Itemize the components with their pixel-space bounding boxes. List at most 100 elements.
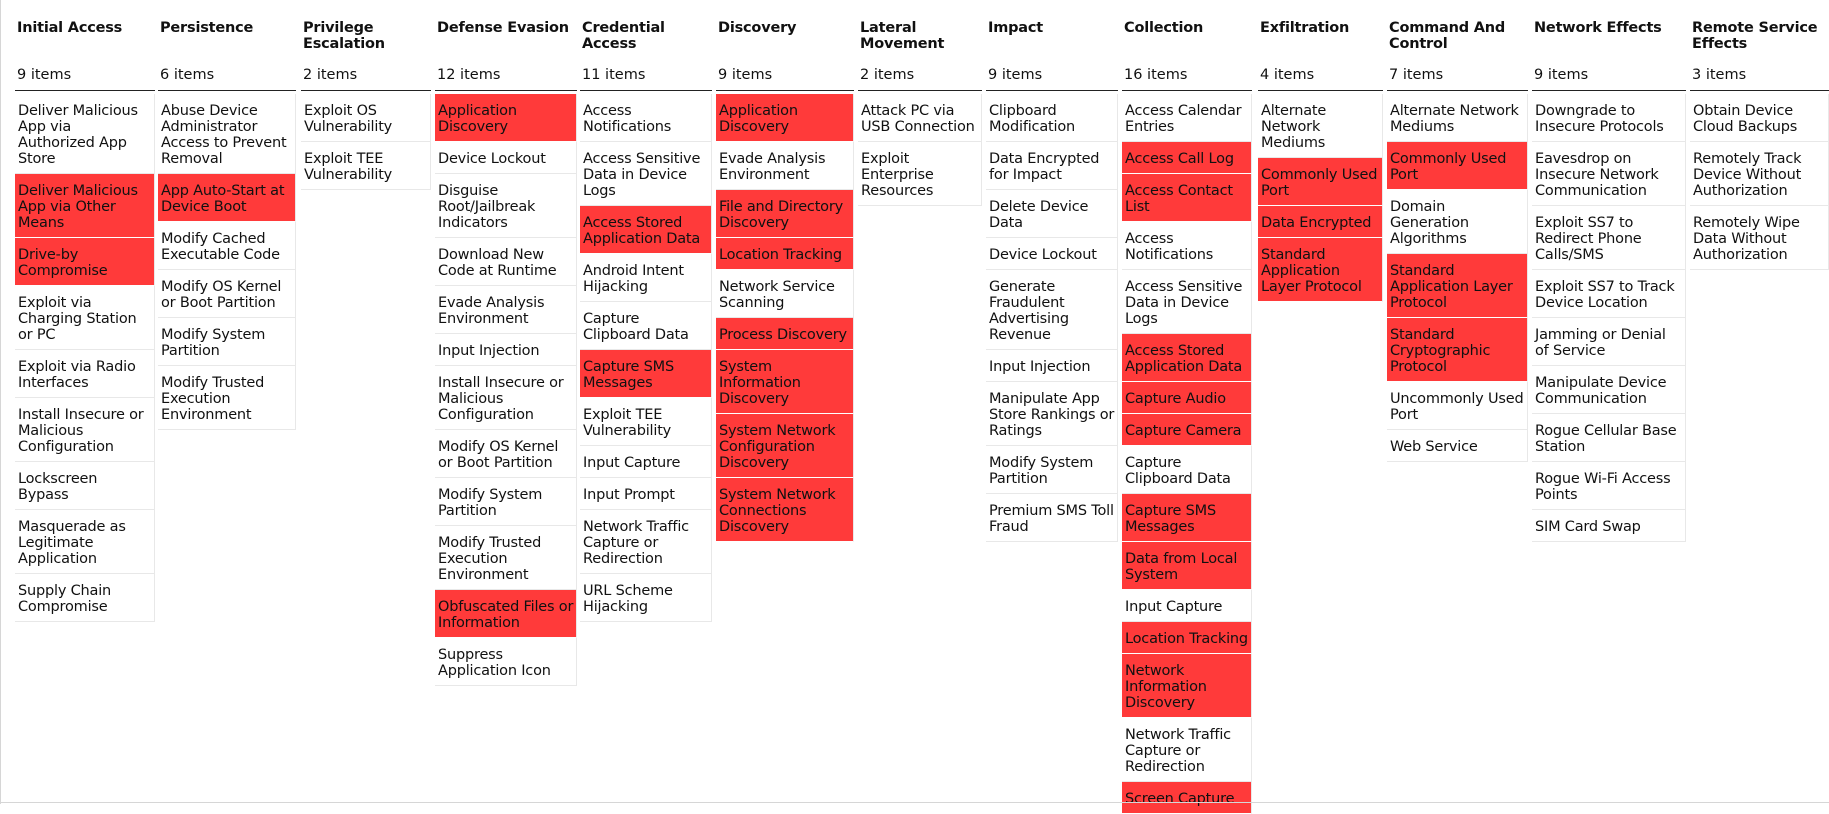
technique-cell[interactable]: Jamming or Denial of Service (1532, 318, 1686, 366)
technique-cell[interactable]: URL Scheme Hijacking (580, 574, 712, 622)
technique-cell-highlighted[interactable]: Access Stored Application Data (1122, 334, 1252, 382)
technique-cell[interactable]: Obtain Device Cloud Backups (1690, 94, 1829, 142)
technique-cell[interactable]: Capture Clipboard Data (1122, 446, 1252, 494)
technique-cell[interactable]: Network Traffic Capture or Redirection (580, 510, 712, 574)
technique-cell[interactable]: Modify Cached Executable Code (158, 222, 296, 270)
technique-cell[interactable]: Modify Trusted Execution Environment (435, 526, 577, 590)
technique-cell[interactable]: Supply Chain Compromise (15, 574, 155, 622)
technique-cell[interactable]: Exploit via Charging Station or PC (15, 286, 155, 350)
tactic-name[interactable]: Network Effects (1534, 20, 1662, 36)
technique-cell[interactable]: Web Service (1387, 430, 1528, 462)
technique-cell[interactable]: Domain Generation Algorithms (1387, 190, 1528, 254)
technique-cell-highlighted[interactable]: Application Discovery (435, 94, 577, 142)
technique-cell[interactable]: Modify System Partition (986, 446, 1118, 494)
technique-cell-highlighted[interactable]: Standard Application Layer Protocol (1387, 254, 1528, 318)
technique-cell-highlighted[interactable]: Capture Audio (1122, 382, 1252, 414)
technique-cell[interactable]: Input Capture (1122, 590, 1252, 622)
technique-cell[interactable]: Exploit Enterprise Resources (858, 142, 982, 206)
technique-cell[interactable]: Capture Clipboard Data (580, 302, 712, 350)
technique-cell[interactable]: Rogue Cellular Base Station (1532, 414, 1686, 462)
technique-cell-highlighted[interactable]: Standard Application Layer Protocol (1258, 238, 1383, 302)
technique-cell[interactable]: Suppress Application Icon (435, 638, 577, 686)
technique-cell-highlighted[interactable]: Data from Local System (1122, 542, 1252, 590)
technique-cell[interactable]: Manipulate Device Communication (1532, 366, 1686, 414)
tactic-name[interactable]: Credential Access (582, 20, 665, 52)
technique-cell[interactable]: Alternate Network Mediums (1387, 94, 1528, 142)
tactic-name[interactable]: Defense Evasion (437, 20, 569, 36)
technique-cell[interactable]: Android Intent Hijacking (580, 254, 712, 302)
tactic-name[interactable]: Impact (988, 20, 1043, 36)
technique-cell[interactable]: Abuse Device Administrator Access to Pre… (158, 94, 296, 174)
technique-cell[interactable]: Modify OS Kernel or Boot Partition (158, 270, 296, 318)
technique-cell-highlighted[interactable]: System Information Discovery (716, 350, 854, 414)
technique-cell[interactable]: Alternate Network Mediums (1258, 94, 1383, 158)
technique-cell[interactable]: Deliver Malicious App via Authorized App… (15, 94, 155, 174)
technique-cell[interactable]: Evade Analysis Environment (716, 142, 854, 190)
technique-cell[interactable]: Access Sensitive Data in Device Logs (1122, 270, 1252, 334)
technique-cell[interactable]: Clipboard Modification (986, 94, 1118, 142)
technique-cell[interactable]: Uncommonly Used Port (1387, 382, 1528, 430)
technique-cell[interactable]: Device Lockout (986, 238, 1118, 270)
technique-cell[interactable]: Masquerade as Legitimate Application (15, 510, 155, 574)
technique-cell[interactable]: Lockscreen Bypass (15, 462, 155, 510)
technique-cell[interactable]: Remotely Track Device Without Authorizat… (1690, 142, 1829, 206)
technique-cell[interactable]: Download New Code at Runtime (435, 238, 577, 286)
technique-cell[interactable]: Access Notifications (1122, 222, 1252, 270)
tactic-name[interactable]: Persistence (160, 20, 254, 36)
technique-cell[interactable]: Evade Analysis Environment (435, 286, 577, 334)
technique-cell-highlighted[interactable]: Screen Capture (1122, 782, 1252, 814)
technique-cell[interactable]: Disguise Root/Jailbreak Indicators (435, 174, 577, 238)
technique-cell[interactable]: Downgrade to Insecure Protocols (1532, 94, 1686, 142)
technique-cell-highlighted[interactable]: Network Information Discovery (1122, 654, 1252, 718)
technique-cell-highlighted[interactable]: Application Discovery (716, 94, 854, 142)
technique-cell[interactable]: Remotely Wipe Data Without Authorization (1690, 206, 1829, 270)
technique-cell[interactable]: Input Capture (580, 446, 712, 478)
technique-cell-highlighted[interactable]: Drive-by Compromise (15, 238, 155, 286)
technique-cell-highlighted[interactable]: Standard Cryptographic Protocol (1387, 318, 1528, 382)
technique-cell[interactable]: Device Lockout (435, 142, 577, 174)
technique-cell[interactable]: Network Service Scanning (716, 270, 854, 318)
technique-cell-highlighted[interactable]: Deliver Malicious App via Other Means (15, 174, 155, 238)
technique-cell-highlighted[interactable]: Obfuscated Files or Information (435, 590, 577, 638)
technique-cell-highlighted[interactable]: Access Contact List (1122, 174, 1252, 222)
technique-cell[interactable]: Access Notifications (580, 94, 712, 142)
technique-cell-highlighted[interactable]: Capture SMS Messages (1122, 494, 1252, 542)
technique-cell[interactable]: Delete Device Data (986, 190, 1118, 238)
technique-cell[interactable]: Generate Fraudulent Advertising Revenue (986, 270, 1118, 350)
technique-cell[interactable]: Rogue Wi-Fi Access Points (1532, 462, 1686, 510)
technique-cell[interactable]: Exploit SS7 to Track Device Location (1532, 270, 1686, 318)
technique-cell[interactable]: Input Injection (435, 334, 577, 366)
technique-cell-highlighted[interactable]: System Network Configuration Discovery (716, 414, 854, 478)
tactic-name[interactable]: Exfiltration (1260, 20, 1350, 36)
technique-cell[interactable]: Input Injection (986, 350, 1118, 382)
technique-cell-highlighted[interactable]: Location Tracking (716, 238, 854, 270)
technique-cell[interactable]: Install Insecure or Malicious Configurat… (435, 366, 577, 430)
technique-cell[interactable]: Premium SMS Toll Fraud (986, 494, 1118, 542)
technique-cell[interactable]: Access Sensitive Data in Device Logs (580, 142, 712, 206)
technique-cell-highlighted[interactable]: Process Discovery (716, 318, 854, 350)
technique-cell-highlighted[interactable]: Capture Camera (1122, 414, 1252, 446)
technique-cell-highlighted[interactable]: Commonly Used Port (1387, 142, 1528, 190)
tactic-name[interactable]: Lateral Movement (860, 20, 945, 52)
technique-cell[interactable]: Modify System Partition (435, 478, 577, 526)
tactic-name[interactable]: Command And Control (1389, 20, 1506, 52)
technique-cell[interactable]: Eavesdrop on Insecure Network Communicat… (1532, 142, 1686, 206)
technique-cell-highlighted[interactable]: File and Directory Discovery (716, 190, 854, 238)
technique-cell-highlighted[interactable]: Location Tracking (1122, 622, 1252, 654)
technique-cell[interactable]: Exploit TEE Vulnerability (301, 142, 431, 190)
technique-cell-highlighted[interactable]: Access Stored Application Data (580, 206, 712, 254)
technique-cell[interactable]: Exploit OS Vulnerability (301, 94, 431, 142)
technique-cell[interactable]: Modify System Partition (158, 318, 296, 366)
technique-cell[interactable]: Access Calendar Entries (1122, 94, 1252, 142)
technique-cell[interactable]: Attack PC via USB Connection (858, 94, 982, 142)
technique-cell[interactable]: Exploit TEE Vulnerability (580, 398, 712, 446)
technique-cell[interactable]: Install Insecure or Malicious Configurat… (15, 398, 155, 462)
technique-cell-highlighted[interactable]: Access Call Log (1122, 142, 1252, 174)
tactic-name[interactable]: Discovery (718, 20, 797, 36)
technique-cell[interactable]: Modify OS Kernel or Boot Partition (435, 430, 577, 478)
technique-cell[interactable]: Input Prompt (580, 478, 712, 510)
technique-cell[interactable]: Network Traffic Capture or Redirection (1122, 718, 1252, 782)
technique-cell[interactable]: Exploit via Radio Interfaces (15, 350, 155, 398)
technique-cell[interactable]: Manipulate App Store Rankings or Ratings (986, 382, 1118, 446)
technique-cell[interactable]: Modify Trusted Execution Environment (158, 366, 296, 430)
